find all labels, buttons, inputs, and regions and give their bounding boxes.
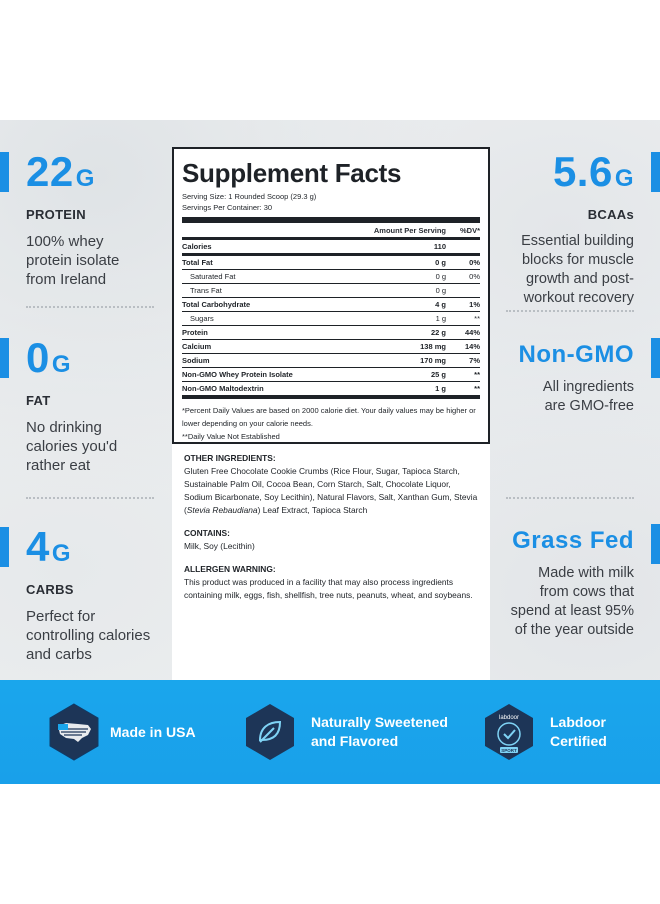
stat-title: Grass Fed [512, 527, 634, 554]
dotted-divider [26, 306, 154, 308]
stat-label: PROTEIN [26, 207, 86, 222]
stat-description: Made with milk from cows that spend at l… [510, 565, 634, 638]
footnote-dv: *Percent Daily Values are based on 2000 … [182, 406, 476, 428]
other-ingredients: OTHER INGREDIENTS: Gluten Free Chocolate… [184, 453, 478, 515]
allergen-warning: ALLERGEN WARNING: This product was produ… [184, 564, 473, 600]
labdoor-sport-icon: labdoor SPORT [485, 704, 533, 760]
facts-row: Sugars 1 g ** [182, 312, 480, 326]
contains-heading: CONTAINS: [184, 528, 230, 538]
thick-rule [182, 217, 480, 223]
serving-size: Serving Size: 1 Rounded Scoop (29.3 g) [182, 192, 317, 201]
ingredients-section: OTHER INGREDIENTS: Gluten Free Chocolate… [184, 452, 480, 612]
dotted-divider [506, 497, 634, 499]
supplement-facts-table: Supplement Facts Serving Size: 1 Rounded… [172, 147, 490, 444]
badge-label-sweetened: Naturally Sweetened and Flavored [311, 714, 448, 749]
stat-description: All ingredients are GMO-free [542, 379, 634, 414]
stat-label: CARBS [26, 582, 74, 597]
usa-flag-map-icon [49, 703, 99, 761]
supplement-facts-title: Supplement Facts [182, 158, 402, 188]
badge-band: Made in USA Naturally Sweetened and Flav… [0, 680, 660, 784]
facts-row: Total Carbohydrate 4 g 1% [182, 298, 480, 312]
dv-header: %DV* [459, 226, 480, 235]
stat-carbs: 4G CARBS Perfect for controlling calorie… [0, 523, 176, 664]
svg-text:SPORT: SPORT [501, 748, 517, 753]
stat-description: Perfect for controlling calories and car… [26, 608, 151, 663]
badge-label-usa: Made in USA [110, 724, 196, 740]
stat-fat: 0G FAT No drinking calories you'd rather… [0, 334, 176, 475]
stat-value: 4G [26, 523, 72, 570]
servings-per-container: Servings Per Container: 30 [182, 203, 273, 212]
facts-row: Saturated Fat 0 g 0% [182, 270, 480, 284]
stat-bcaas: 5.6G BCAAs Essential building blocks for… [484, 148, 660, 308]
calories-row: Calories 110 [182, 240, 480, 256]
facts-row: Calcium 138 mg 14% [182, 340, 480, 354]
facts-footnotes: *Percent Daily Values are based on 2000 … [182, 396, 480, 443]
facts-row: Non-GMO Whey Protein Isolate 25 g ** [182, 368, 480, 382]
footnote-not-established: **Daily Value Not Established [182, 432, 280, 441]
facts-row: Non-GMO Maltodextrin 1 g ** [182, 382, 480, 396]
leaf-icon [246, 704, 294, 760]
badge-label-labdoor: Labdoor Certified [550, 714, 607, 749]
stat-description: 100% whey protein isolate from Ireland [26, 233, 120, 288]
stat-value: 5.6G [552, 148, 634, 195]
accent-bar [0, 152, 9, 192]
accent-bar [0, 338, 9, 378]
facts-row: Trans Fat 0 g [182, 284, 480, 298]
stat-grass-fed: Grass Fed Made with milk from cows that … [484, 524, 660, 640]
dotted-divider [506, 310, 634, 312]
medium-rule [182, 237, 480, 240]
facts-header-row: Amount Per Serving %DV* [182, 223, 480, 237]
stat-description: No drinking calories you'd rather eat [26, 419, 118, 474]
facts-rows: Total Fat 0 g 0% Saturated Fat 0 g 0% Trans Fa… [182, 256, 480, 396]
stat-title: Non-GMO [518, 341, 634, 368]
contains: CONTAINS: Milk, Soy (Lecithin) [184, 528, 255, 551]
facts-row: Sodium 170 mg 7% [182, 354, 480, 368]
stat-value: 22G [26, 148, 95, 195]
facts-row: Total Fat 0 g 0% [182, 256, 480, 270]
stat-label: FAT [26, 393, 51, 408]
allergen-heading: ALLERGEN WARNING: [184, 564, 276, 574]
accent-bar [651, 152, 660, 192]
stat-label: BCAAs [587, 207, 634, 222]
accent-bar [651, 524, 660, 564]
facts-row: Protein 22 g 44% [182, 326, 480, 340]
accent-bar [0, 527, 9, 567]
svg-text:labdoor: labdoor [499, 715, 519, 721]
accent-bar [651, 338, 660, 378]
stat-description: Essential building blocks for muscle gro… [521, 233, 634, 306]
other-ingredients-heading: OTHER INGREDIENTS: [184, 453, 276, 463]
stat-value: 0G [26, 334, 72, 381]
stat-protein: 22G PROTEIN 100% whey protein isolate fr… [0, 148, 176, 289]
stat-non-gmo: Non-GMO All ingredients are GMO-free [484, 338, 660, 416]
dotted-divider [26, 497, 154, 499]
amount-header: Amount Per Serving [373, 226, 446, 235]
